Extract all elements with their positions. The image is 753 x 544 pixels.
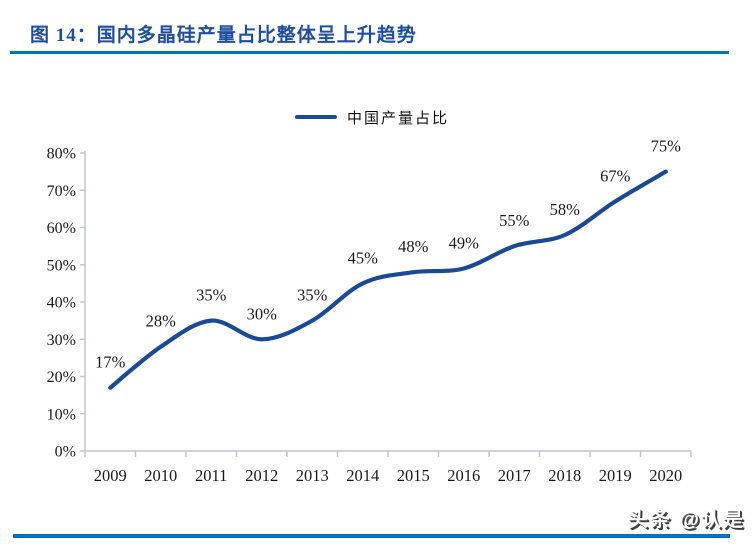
data-label: 30% (247, 304, 278, 323)
x-tick-label: 2015 (397, 466, 430, 485)
x-tick-label: 2018 (548, 466, 581, 485)
y-tick-label: 30% (47, 332, 76, 349)
legend-label: 中国产量占比 (347, 110, 450, 127)
chart-legend: 中国产量占比 (295, 107, 449, 127)
data-label: 58% (550, 200, 581, 219)
x-tick-label: 2019 (599, 466, 632, 485)
x-tick-label: 2011 (195, 466, 227, 485)
data-label: 35% (196, 286, 227, 305)
y-tick-label: 60% (47, 220, 76, 237)
bottom-rule-divider (13, 534, 730, 538)
y-tick-label: 20% (47, 369, 76, 386)
data-label: 49% (449, 233, 480, 252)
y-tick-label: 40% (47, 295, 76, 312)
figure-title: 图 14：国内多晶硅产量占比整体呈上升趋势 (30, 25, 417, 46)
data-label: 35% (297, 286, 328, 305)
y-tick-label: 10% (47, 406, 76, 423)
data-label: 45% (348, 248, 379, 267)
watermark-text: 头条 @认是 (627, 509, 745, 531)
x-tick-label: 2016 (447, 466, 480, 485)
x-tick-label: 2017 (498, 466, 531, 485)
series-line-china-share (108, 169, 668, 390)
x-tick-label: 2010 (144, 466, 177, 485)
data-label: 17% (95, 353, 126, 372)
data-label: 75% (651, 137, 682, 156)
title-rule-divider (10, 51, 729, 54)
x-tick-label: 2012 (245, 466, 278, 485)
data-label: 55% (499, 211, 530, 230)
x-tick-label: 2014 (346, 466, 379, 485)
data-label: 67% (600, 166, 631, 185)
x-tick-label: 2020 (649, 466, 682, 485)
data-label: 28% (146, 312, 177, 331)
x-tick-label: 2013 (296, 466, 329, 485)
y-tick-label: 50% (47, 257, 76, 274)
data-label: 48% (398, 237, 429, 256)
y-tick-label: 80% (47, 146, 76, 163)
x-tick-label: 2009 (94, 466, 127, 485)
y-tick-label: 0% (55, 444, 76, 461)
y-tick-label: 70% (47, 183, 76, 200)
legend-line-swatch (295, 115, 337, 119)
